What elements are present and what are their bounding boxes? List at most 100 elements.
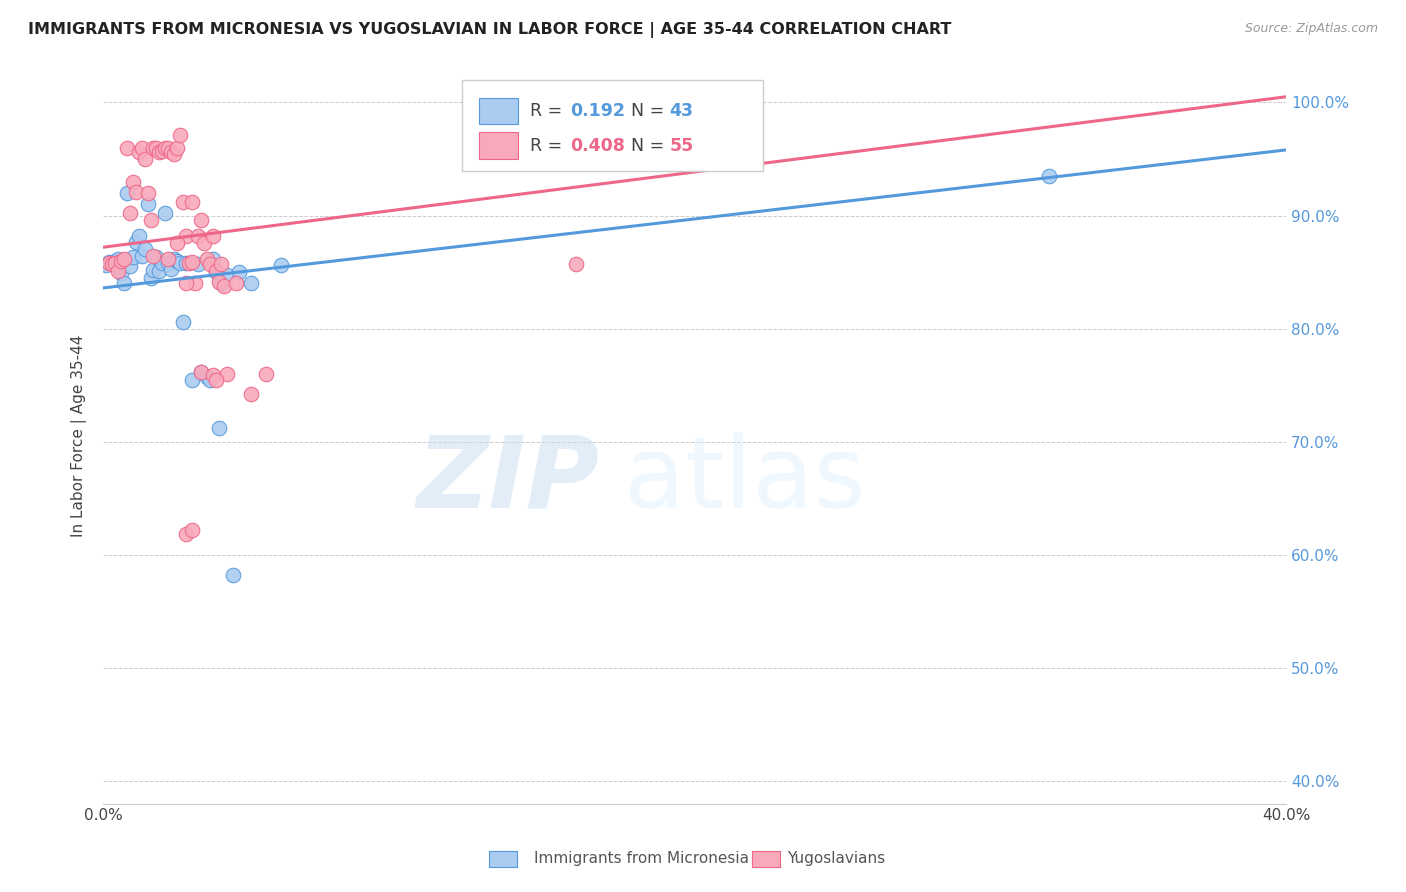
Point	[115, 141, 138, 155]
Point	[163, 252, 186, 266]
Point	[204, 372, 226, 386]
Text: atlas: atlas	[624, 432, 865, 529]
Text: 0.192: 0.192	[571, 103, 626, 120]
Point	[107, 252, 129, 266]
Text: R =: R =	[530, 136, 568, 154]
Point	[157, 252, 180, 266]
Point	[1038, 169, 1060, 183]
Point	[172, 315, 194, 329]
Point	[125, 235, 148, 249]
Point	[198, 372, 221, 386]
Point	[148, 145, 170, 160]
Point	[131, 249, 153, 263]
Point	[142, 262, 165, 277]
Point	[134, 243, 156, 257]
Point	[101, 257, 124, 271]
Point	[193, 235, 215, 250]
Point	[166, 253, 188, 268]
Point	[121, 175, 143, 189]
Point	[195, 370, 218, 384]
Point	[118, 260, 141, 274]
Text: ZIP: ZIP	[418, 432, 600, 529]
FancyBboxPatch shape	[479, 98, 519, 124]
Point	[254, 367, 277, 381]
Point	[142, 249, 165, 263]
Text: 0.408: 0.408	[571, 136, 626, 154]
Point	[125, 185, 148, 199]
Point	[139, 213, 162, 227]
Point	[240, 277, 263, 291]
Point	[145, 141, 167, 155]
Point	[184, 277, 207, 291]
Point	[217, 367, 239, 381]
Point	[198, 257, 221, 271]
Point	[118, 206, 141, 220]
Point	[166, 141, 188, 155]
Point	[201, 368, 224, 382]
Point	[270, 258, 292, 272]
Point	[98, 256, 121, 270]
Point	[228, 265, 250, 279]
Point	[115, 186, 138, 200]
Text: Source: ZipAtlas.com: Source: ZipAtlas.com	[1244, 22, 1378, 36]
Point	[207, 275, 229, 289]
Point	[211, 257, 233, 271]
Text: IMMIGRANTS FROM MICRONESIA VS YUGOSLAVIAN IN LABOR FORCE | AGE 35-44 CORRELATION: IMMIGRANTS FROM MICRONESIA VS YUGOSLAVIA…	[28, 22, 952, 38]
Point	[131, 141, 153, 155]
Text: 55: 55	[669, 136, 695, 154]
Point	[163, 147, 186, 161]
Point	[150, 256, 173, 270]
Point	[207, 421, 229, 435]
Point	[155, 141, 177, 155]
Text: 43: 43	[669, 103, 693, 120]
Point	[172, 194, 194, 209]
Point	[128, 228, 150, 243]
Point	[180, 194, 202, 209]
Point	[96, 258, 118, 272]
Point	[195, 252, 218, 266]
Point	[155, 206, 177, 220]
Point	[174, 277, 197, 291]
Point	[187, 257, 209, 271]
Point	[201, 252, 224, 266]
Point	[180, 523, 202, 537]
Point	[222, 568, 245, 582]
Point	[174, 527, 197, 541]
Point	[136, 197, 159, 211]
Text: Yugoslavians: Yugoslavians	[787, 851, 886, 865]
Text: Immigrants from Micronesia: Immigrants from Micronesia	[534, 851, 749, 865]
Point	[110, 253, 132, 268]
Point	[112, 277, 135, 291]
Point	[190, 213, 212, 227]
Point	[160, 261, 183, 276]
Point	[174, 228, 197, 243]
Point	[187, 228, 209, 243]
Point	[107, 264, 129, 278]
Point	[204, 264, 226, 278]
Point	[112, 252, 135, 266]
Point	[180, 255, 202, 269]
Y-axis label: In Labor Force | Age 35-44: In Labor Force | Age 35-44	[72, 334, 87, 537]
Point	[157, 141, 180, 155]
Point	[121, 251, 143, 265]
Point	[211, 277, 233, 291]
Point	[180, 372, 202, 386]
Point	[214, 278, 236, 293]
Point	[240, 387, 263, 401]
FancyBboxPatch shape	[461, 79, 763, 171]
Point	[225, 277, 247, 291]
Point	[101, 257, 124, 271]
Text: R =: R =	[530, 103, 568, 120]
Point	[136, 186, 159, 200]
Point	[174, 256, 197, 270]
Point	[190, 365, 212, 379]
Point	[142, 141, 165, 155]
Point	[160, 145, 183, 160]
Point	[98, 255, 121, 269]
Point	[148, 264, 170, 278]
Point	[157, 256, 180, 270]
Text: N =: N =	[631, 103, 669, 120]
Point	[150, 144, 173, 158]
Point	[177, 256, 200, 270]
Point	[201, 228, 224, 243]
